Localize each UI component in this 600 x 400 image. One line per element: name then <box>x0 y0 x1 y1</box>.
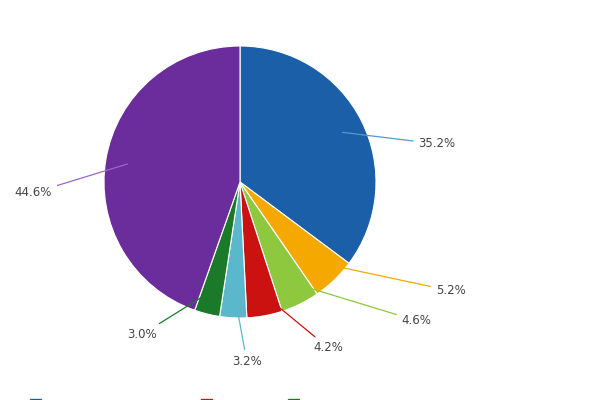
Text: 4.2%: 4.2% <box>262 294 343 354</box>
Wedge shape <box>240 46 376 263</box>
Text: 3.2%: 3.2% <box>232 296 262 368</box>
Wedge shape <box>104 46 240 310</box>
Text: 3.0%: 3.0% <box>127 292 211 341</box>
Wedge shape <box>195 182 240 316</box>
Wedge shape <box>240 182 349 294</box>
Text: 44.6%: 44.6% <box>14 164 127 199</box>
Wedge shape <box>240 182 282 318</box>
Wedge shape <box>220 182 247 318</box>
Text: 35.2%: 35.2% <box>343 132 456 150</box>
Wedge shape <box>240 182 317 311</box>
Legend: United States of America, India, Republic of South Africa, Canada, Singapore, Sp: United States of America, India, Republi… <box>25 394 455 400</box>
Text: 4.6%: 4.6% <box>292 283 432 327</box>
Text: 5.2%: 5.2% <box>320 263 466 297</box>
